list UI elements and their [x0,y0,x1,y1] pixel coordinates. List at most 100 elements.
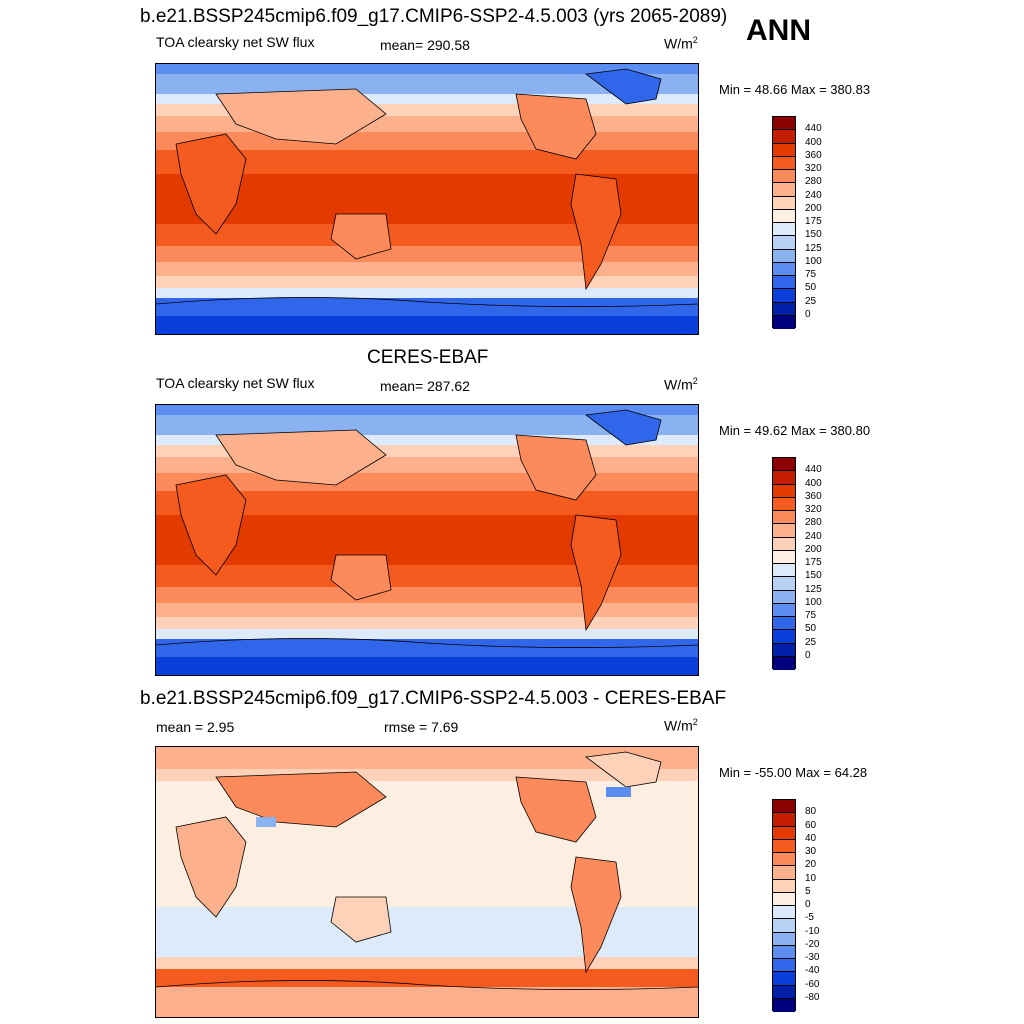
colorbar-swatch [773,156,795,170]
colorbar-swatch [773,537,795,551]
colorbar-label: -40 [805,965,820,977]
colorbar-swatch [773,998,795,1012]
colorbar-label: 0 [805,899,811,910]
colorbar-swatch [773,524,795,538]
colorbar-label: 25 [805,636,817,648]
colorbar-swatch [773,643,795,657]
panel1-mean: mean= 290.58 [380,37,470,53]
colorbar-swatch [773,497,795,511]
colorbar-label: 10 [805,872,817,884]
colorbar-swatch [773,906,795,920]
colorbar-swatch [773,458,795,472]
colorbar-label: 360 [805,490,822,502]
colorbar-label: 25 [805,295,817,307]
colorbar-swatch [773,839,795,853]
panel3-minmax: Min = -55.00 Max = 64.28 [719,765,868,780]
colorbar-swatch [773,484,795,498]
colorbar-label: 175 [805,557,822,568]
colorbar-label: 50 [805,282,817,294]
colorbar-swatch [773,919,795,933]
colorbar-swatch [773,143,795,157]
colorbar-label: 125 [805,583,822,595]
panel1-units: W/m2 [664,35,698,52]
colorbar-label: 240 [805,530,822,542]
panel2-variable: TOA clearsky net SW flux [156,375,315,391]
colorbar-swatch [773,630,795,644]
panel3-rmse: rmse = 7.69 [384,719,459,735]
colorbar-label: 125 [805,242,822,254]
colorbar-swatch [773,932,795,946]
colorbar-swatch [773,603,795,617]
colorbar-label: 0 [805,308,811,320]
panel1-variable: TOA clearsky net SW flux [156,34,315,50]
colorbar-label: 30 [805,846,817,857]
colorbar-swatch [773,866,795,880]
colorbar-swatch [773,564,795,578]
panel2-map [155,404,699,676]
colorbar-label: 175 [805,216,822,227]
colorbar-label: 150 [805,229,822,241]
colorbar-label: 280 [805,176,822,188]
colorbar-swatch [773,892,795,906]
colorbar-label: 200 [805,202,822,214]
colorbar-label: 5 [805,885,811,897]
colorbar-label: 320 [805,504,822,515]
colorbar-label: 60 [805,819,817,831]
colorbar-label: 200 [805,543,822,555]
colorbar-label: 80 [805,806,817,818]
colorbar-swatch [773,985,795,999]
colorbar-label: 75 [805,269,817,280]
colorbar-swatch [773,315,795,329]
colorbar-label: 100 [805,255,822,267]
season-label: ANN [746,14,811,47]
colorbar-swatch [773,262,795,276]
panel1-colorbar [772,116,796,329]
colorbar-label: 440 [805,464,822,476]
colorbar-label: 400 [805,477,822,489]
colorbar-swatch [773,972,795,986]
colorbar-label: -80 [805,991,820,1003]
colorbar-swatch [773,117,795,131]
colorbar-swatch [773,590,795,604]
panel2-colorbar-labels: 440 400 360 320 280 240 200 175 150 125 100 75 50 25 0 [805,457,845,669]
colorbar-swatch [773,945,795,959]
colorbar-label: 75 [805,610,817,621]
panel3-title: b.e21.BSSP245cmip6.f09_g17.CMIP6-SSP2-4.… [140,688,727,709]
panel3-map-graphic [156,747,698,1017]
colorbar-swatch [773,196,795,210]
panel1-map [155,63,699,335]
panel3-mean: mean = 2.95 [156,719,235,735]
colorbar-swatch [773,813,795,827]
colorbar-label: -10 [805,925,820,937]
colorbar-swatch [773,656,795,670]
panel1-minmax: Min = 48.66 Max = 380.83 [719,82,871,97]
colorbar-label: 50 [805,623,817,635]
colorbar-label: 150 [805,570,822,582]
colorbar-label: -60 [805,978,820,990]
colorbar-label: 280 [805,517,822,529]
panel2-colorbar [772,457,796,670]
panel3-map [155,746,699,1018]
colorbar-label: 40 [805,832,817,844]
colorbar-label: 320 [805,163,822,174]
colorbar-swatch [773,223,795,237]
colorbar-swatch [773,183,795,197]
panel2-map-graphic [156,405,698,675]
colorbar-swatch [773,511,795,525]
colorbar-label: -20 [805,938,820,950]
panel2-units: W/m2 [664,376,698,393]
colorbar-swatch [773,130,795,144]
colorbar-swatch [773,550,795,564]
colorbar-swatch [773,236,795,250]
colorbar-swatch [773,800,795,814]
colorbar-label: 20 [805,859,817,871]
colorbar-swatch [773,170,795,184]
colorbar-label: -5 [805,912,814,924]
panel1-map-graphic [156,64,698,334]
panel2-mean: mean= 287.62 [380,378,470,394]
colorbar-swatch [773,577,795,591]
colorbar-label: -30 [805,952,820,963]
colorbar-label: 100 [805,596,822,608]
colorbar-label: 440 [805,123,822,135]
colorbar-label: 240 [805,189,822,201]
